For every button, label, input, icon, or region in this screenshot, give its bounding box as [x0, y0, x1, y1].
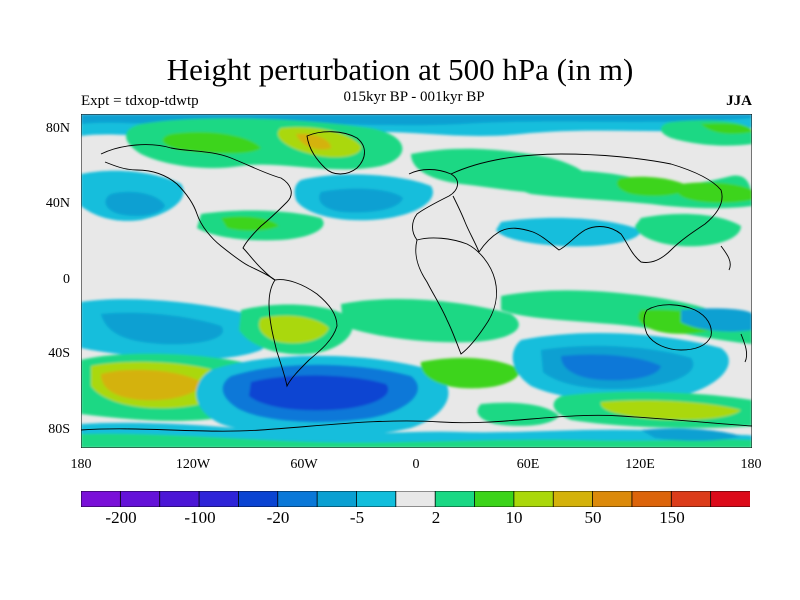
lon-label-120e: 120E — [625, 457, 655, 472]
map-plot — [81, 114, 752, 448]
colorbar-label: -100 — [184, 508, 216, 527]
lon-label-60e: 60E — [516, 457, 540, 472]
colorbar-swatch — [395, 491, 437, 507]
lat-label-40s: 40S — [48, 346, 70, 361]
colorbar-swatch — [277, 491, 319, 507]
lat-label-80n: 80N — [45, 121, 70, 136]
map-title: Height perturbation at 500 hPa (in m) — [166, 52, 634, 87]
colorbar-label: -200 — [105, 508, 137, 527]
colorbar-swatch — [631, 491, 673, 507]
experiment-label: Expt = tdxop-tdwtp — [81, 93, 199, 109]
contour-fill-layer — [81, 114, 752, 448]
colorbar-swatch — [710, 491, 750, 507]
coastlines — [81, 131, 752, 432]
colorbar-swatch — [81, 491, 122, 507]
colorbar-label: 150 — [659, 508, 685, 527]
colorbar-swatch — [513, 491, 555, 507]
lon-label-0: 0 — [412, 457, 420, 472]
lat-label-0: 0 — [63, 272, 70, 287]
lat-label-40n: 40N — [45, 196, 70, 211]
colorbar-label: 10 — [505, 508, 523, 527]
colorbar — [81, 491, 750, 507]
colorbar-swatch — [356, 491, 397, 507]
colorbar-swatch — [119, 491, 161, 507]
colorbar-swatch — [159, 491, 200, 507]
colorbar-label: -20 — [266, 508, 290, 527]
colorbar-label: 50 — [584, 508, 602, 527]
lon-label-180-right: 180 — [740, 457, 762, 472]
colorbar-swatch — [238, 491, 279, 507]
lon-label-60w: 60W — [290, 457, 318, 472]
colorbar-swatch — [316, 491, 358, 507]
colorbar-swatch — [592, 491, 633, 507]
lat-label-80s: 80S — [48, 422, 70, 437]
time-range-label: 015kyr BP - 001kyr BP — [343, 89, 485, 105]
lon-label-180-left: 180 — [70, 457, 92, 472]
lon-label-120w: 120W — [175, 457, 211, 472]
colorbar-swatch — [474, 491, 515, 507]
season-label: JJA — [726, 93, 752, 109]
colorbar-swatch — [552, 491, 594, 507]
colorbar-swatch — [670, 491, 712, 507]
colorbar-swatch — [198, 491, 240, 507]
colorbar-label: -5 — [349, 508, 365, 527]
colorbar-label: 2 — [431, 508, 441, 527]
colorbar-swatch — [434, 491, 476, 507]
